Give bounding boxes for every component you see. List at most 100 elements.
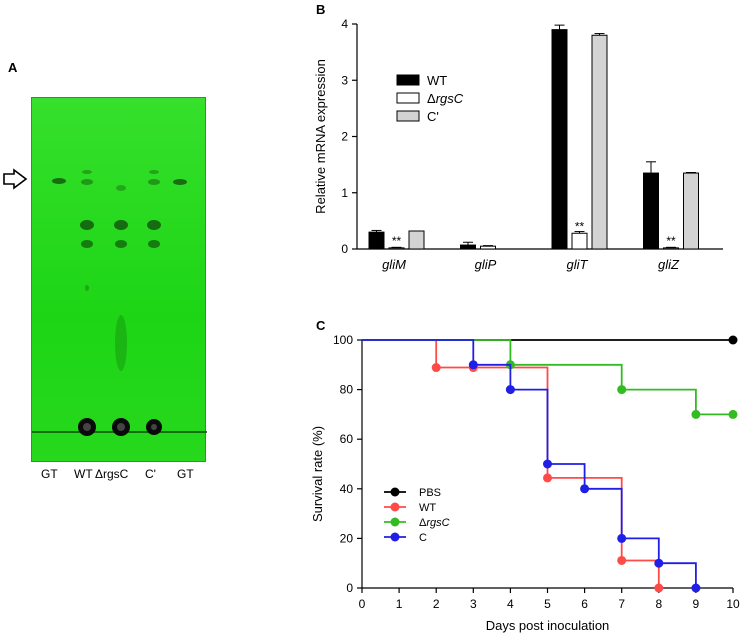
tlc-band xyxy=(82,170,92,174)
survival-point-C xyxy=(468,360,478,370)
x-tick-label: 1 xyxy=(396,597,403,611)
bar-ΔrgsC-gliP xyxy=(480,245,496,250)
y-tick-label: 100 xyxy=(333,333,353,347)
y-tick-label: 0 xyxy=(346,581,353,595)
survival-line-C xyxy=(362,339,697,588)
tlc-band xyxy=(81,179,93,185)
bar-C'-gliZ xyxy=(683,172,699,250)
bar-chart-mrna: 0 1 2 3 4 Relative mRNA expression gliM ** gliP g… xyxy=(313,17,723,272)
tlc-band xyxy=(85,285,89,291)
tlc-band xyxy=(148,240,160,248)
y-tick-label: 4 xyxy=(341,17,348,31)
bar-WT-gliZ xyxy=(643,172,659,250)
y-axis-label: Survival rate (%) xyxy=(310,426,325,522)
x-tick-label: 10 xyxy=(726,597,740,611)
legend-label-WT: WT xyxy=(419,502,436,514)
legend-marker-WT xyxy=(390,502,400,512)
x-tick-label: 5 xyxy=(544,597,551,611)
legend-marker-C xyxy=(390,532,400,542)
legend-swatch-WT xyxy=(396,74,420,86)
survival-point-C xyxy=(505,385,515,395)
x-tick-label: 2 xyxy=(433,597,440,611)
survival-point-PBS xyxy=(728,335,738,345)
bar-WT-gliM xyxy=(368,231,385,250)
y-tick-label: 0 xyxy=(341,242,348,256)
x-axis-label: Days post inoculation xyxy=(486,618,610,633)
survival-point-C xyxy=(580,484,590,494)
survival-point-ΔrgsC xyxy=(617,385,627,395)
survival-point-WT xyxy=(431,363,441,373)
survival-point-ΔrgsC xyxy=(691,409,701,419)
legend-swatch-ΔrgsC xyxy=(396,92,420,104)
y-tick-label: 3 xyxy=(341,73,348,87)
x-tick-label: 3 xyxy=(470,597,477,611)
tlc-origin-spot-highlight xyxy=(151,424,157,430)
x-tick-label-gliZ: gliZ xyxy=(658,257,680,272)
legend-label-ΔrgsC: ΔrgsC xyxy=(427,91,464,106)
legend-swatch-C' xyxy=(396,110,420,122)
y-tick-label: 60 xyxy=(340,432,354,446)
lane-label-gt-1: GT xyxy=(41,467,58,481)
y-axis-label: Relative mRNA expression xyxy=(313,59,328,214)
legend-label-C': C' xyxy=(427,109,439,124)
survival-point-C xyxy=(691,583,701,593)
bar-C'-gliM xyxy=(408,230,425,250)
lane-label-gt-2: GT xyxy=(177,467,194,481)
legend-label-PBS: PBS xyxy=(419,487,441,499)
significance-label-gliT: ** xyxy=(575,219,585,233)
x-tick-label-gliP: gliP xyxy=(475,257,497,272)
bar-WT-gliT xyxy=(551,29,568,250)
bar-ΔrgsC-gliM xyxy=(388,247,405,250)
panel-b-letter: B xyxy=(316,2,326,17)
survival-point-C xyxy=(543,459,552,469)
survival-point-WT xyxy=(543,473,552,483)
x-tick-label: 4 xyxy=(507,597,514,611)
tlc-plate xyxy=(31,97,207,462)
tlc-band xyxy=(114,220,128,230)
bar-C'-gliT xyxy=(591,34,608,250)
tlc-band xyxy=(116,185,126,191)
y-tick-label: 80 xyxy=(340,383,354,397)
lane-label-rgsc: ΔrgsC xyxy=(95,467,129,481)
bar-ΔrgsC-gliZ xyxy=(663,247,679,250)
tlc-band xyxy=(52,178,66,184)
significance-label-gliM: ** xyxy=(392,234,402,248)
significance-label-gliZ: ** xyxy=(666,234,676,248)
tlc-band xyxy=(115,240,127,248)
y-tick-label: 1 xyxy=(341,186,348,200)
tlc-band xyxy=(148,179,160,185)
outline-right-arrow-icon xyxy=(3,168,28,190)
x-tick-label: 6 xyxy=(581,597,588,611)
tlc-smear xyxy=(115,315,127,371)
lane-label-complement: C' xyxy=(145,467,156,481)
tlc-band xyxy=(80,220,94,230)
x-tick-label: 0 xyxy=(359,597,366,611)
legend-label-C: C xyxy=(419,532,427,544)
x-tick-label: 9 xyxy=(693,597,700,611)
x-tick-label-gliT: gliT xyxy=(567,257,589,272)
tlc-band xyxy=(173,179,187,185)
panel-c-letter: C xyxy=(316,318,326,333)
tlc-origin-spot-highlight xyxy=(117,423,125,431)
tlc-band xyxy=(81,240,93,248)
legend-label-ΔrgsC: ΔrgsC xyxy=(419,517,450,529)
survival-point-ΔrgsC xyxy=(728,409,738,419)
legend-marker-ΔrgsC xyxy=(390,517,400,527)
lane-label-wt: WT xyxy=(74,467,93,481)
survival-chart: 0 20 40 60 80 100 0 1 2 3 4 5 6 7 8 9 10 Days post inocul… xyxy=(310,333,740,633)
y-tick-label: 40 xyxy=(340,482,354,496)
survival-point-WT xyxy=(617,555,627,565)
legend-label-WT: WT xyxy=(427,73,447,88)
bar-ΔrgsC-gliT xyxy=(571,232,588,250)
survival-point-C xyxy=(654,558,664,568)
x-tick-label: 8 xyxy=(655,597,662,611)
legend-marker-PBS xyxy=(390,487,400,497)
tlc-band xyxy=(147,220,161,230)
x-tick-label: 7 xyxy=(618,597,625,611)
tlc-origin-spot-highlight xyxy=(83,423,91,431)
x-tick-label-gliM: gliM xyxy=(382,257,406,272)
bar-WT-gliP xyxy=(460,244,476,250)
survival-point-C xyxy=(617,533,627,543)
panel-a-letter: A xyxy=(8,60,18,75)
tlc-band xyxy=(149,170,159,174)
